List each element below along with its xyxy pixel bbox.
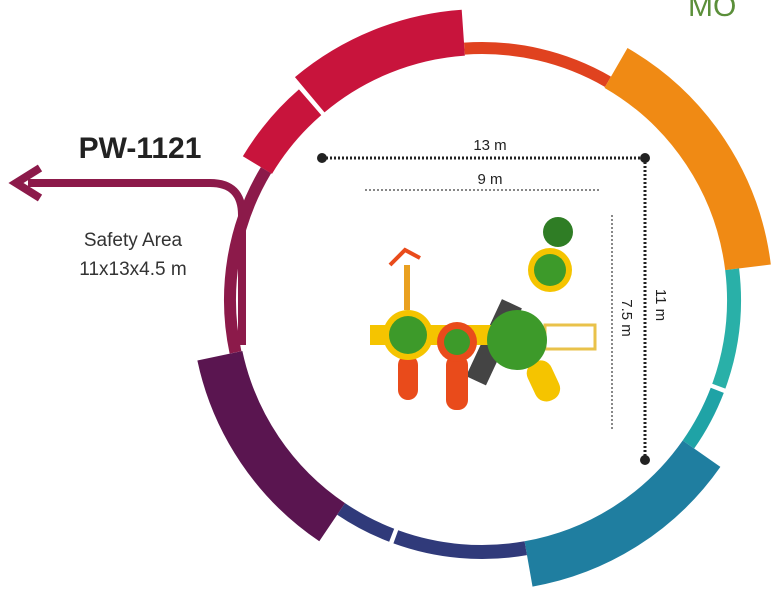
- product-code: PW-1121: [79, 132, 202, 165]
- ring-segment: [682, 387, 724, 449]
- ring-segment: [393, 530, 527, 559]
- ring-segment: [604, 47, 771, 271]
- dim-dot: [317, 153, 327, 163]
- safety-label: Safety Area: [84, 230, 183, 251]
- ring-segment: [242, 89, 322, 175]
- dim-dot: [640, 455, 650, 465]
- dim-label: 7.5 m: [618, 299, 635, 337]
- ring-segment: [197, 350, 346, 542]
- pointer-line: [28, 179, 246, 345]
- ring-segment: [712, 268, 741, 389]
- dim-label: 11 m: [652, 289, 669, 321]
- dim-label: 13 m: [473, 137, 506, 154]
- ring-segment: [464, 42, 611, 87]
- ring-segment: [294, 9, 466, 113]
- dimension-lines: [322, 156, 647, 460]
- ring-segment: [524, 440, 721, 587]
- playground: [370, 217, 597, 410]
- ring-segment: [224, 167, 272, 354]
- dim-label: 9 m: [477, 171, 502, 188]
- dim-dot: [640, 153, 650, 163]
- arrow-head: [8, 164, 43, 202]
- safety-size: 11x13x4.5 m: [79, 259, 186, 280]
- header-title: MO: [688, 0, 736, 23]
- ring-segment: [337, 503, 395, 542]
- color-ring: [197, 9, 771, 587]
